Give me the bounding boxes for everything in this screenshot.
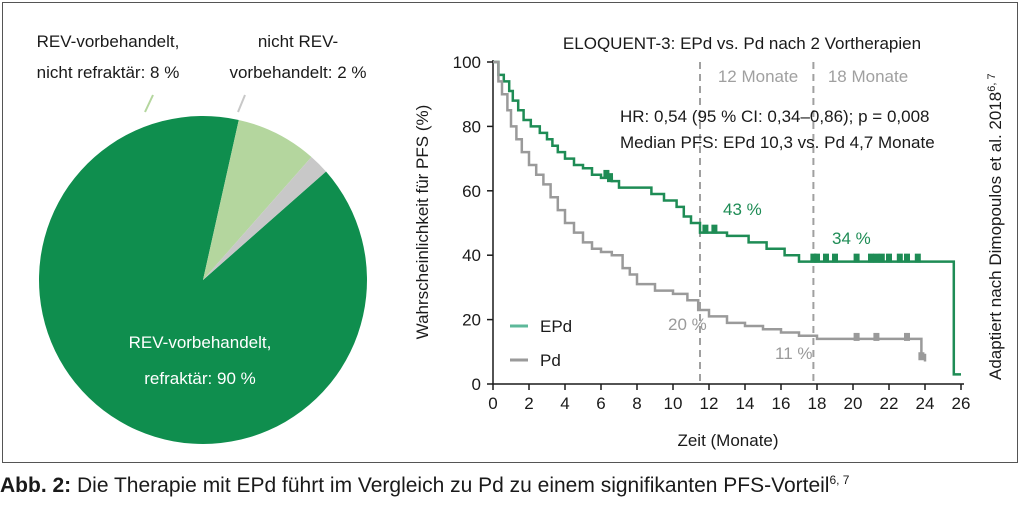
km-x-tick-label: 10 [664,394,683,413]
caption-sup: 6, 7 [829,473,850,487]
km-censor-epd [702,224,709,234]
km-censor-epd [711,224,718,234]
km-x-tick-label: 24 [916,394,935,413]
pie-slice-not-pretreated [203,156,327,280]
pie-label-not-refractory-line1: REV-vorbehandelt, [37,32,180,51]
km-epd-12-label: 43 % [723,200,762,219]
km-x-tick-label: 22 [880,394,899,413]
km-x-tick-label: 4 [560,394,569,413]
km-censor-epd [886,253,892,263]
pie-label-refractory-line2: refraktär: 90 % [144,369,256,388]
km-censor-epd [873,253,880,263]
km-x-tick-label: 6 [596,394,605,413]
pie-leader-not-refractory [144,94,154,113]
km-y-tick-label: 60 [462,182,481,201]
km-y-tick-label: 20 [462,311,481,330]
km-x-tick-label: 18 [808,394,827,413]
km-censor-epd [603,169,610,179]
km-x-tick-label: 2 [524,394,533,413]
km-censor-pd [873,332,880,341]
pie-chart [39,115,367,444]
km-pd-18-label: 11 % [775,344,813,363]
km-x-tick-label: 20 [844,394,863,413]
km-curves [493,60,961,376]
km-y-tick-label: 100 [453,53,481,72]
caption-text: Die Therapie mit EPd führt im Vergleich … [71,474,830,497]
km-x-tick-label: 26 [952,394,971,413]
legend-pd-label: Pd [540,351,561,370]
km-censor-pd [904,332,910,341]
km-censor-epd [868,253,874,263]
km-pd-12-label: 20 % [668,315,707,334]
km-censor-epd [896,253,903,263]
km-stats-median: Median PFS: EPd 10,3 vs. Pd 4,7 Monate [620,133,935,152]
km-censor-epd [823,253,829,263]
pie-label-not-refractory-line2: nicht refraktär: 8 % [37,63,180,82]
km-x-tick-label: 14 [736,394,755,413]
caption-prefix: Abb. 2: [0,474,72,497]
figure-frame [2,2,1018,463]
km-x-tick-label: 12 [700,394,719,413]
pie-label-not-pretreated-line1: nicht REV- [258,32,338,51]
pie-label-refractory-line1: REV-vorbehandelt, [129,333,272,352]
km-censor-epd [814,253,820,263]
km-censor-epd [607,173,613,183]
km-title: ELOQUENT-3: EPd vs. Pd nach 2 Vortherapi… [563,34,921,53]
source-note: Adaptiert nach Dimopoulos et al. 20186, … [986,73,1005,380]
km-x-tick-label: 8 [632,394,641,413]
km-censor-epd [853,253,860,263]
legend-epd-label: EPd [540,317,572,336]
km-x-axis-label: Zeit (Monate) [677,431,778,450]
km-censor-epd [810,253,817,263]
km-epd-18-label: 34 % [832,229,871,248]
km-censor-pd [918,352,925,361]
km-x-tick-label: 0 [488,394,497,413]
km-curve-pd [493,60,927,362]
pie-slice-refractory [39,115,367,444]
km-censor-epd [832,253,838,263]
km-censor-epd [904,253,910,263]
figure-canvas: REV-vorbehandelt, nicht refraktär: 8 % n… [37,32,1005,450]
pie-slice-not-refractory [203,119,312,280]
km-censor-epd [878,253,885,263]
km-y-tick-label: 80 [462,117,481,136]
km-milestone-18-label: 18 Monate [828,67,908,86]
km-stats-hr: HR: 0,54 (95 % CI: 0,34–0,86); p = 0,008 [620,107,930,126]
km-milestone-12-label: 12 Monate [718,67,798,86]
km-y-tick-label: 0 [472,375,481,394]
km-y-axis-label: Wahrscheinlichkeit für PFS (%) [413,105,432,340]
figure-caption: Abb. 2: Die Therapie mit EPd führt im Ve… [0,473,849,498]
km-x-tick-label: 16 [772,394,791,413]
pie-label-not-pretreated-line2: vorbehandelt: 2 % [229,63,366,82]
km-censor-pd [853,332,860,341]
km-censor-epd [914,253,921,263]
km-y-tick-label: 40 [462,246,481,265]
pie-leader-not-pretreated [237,94,246,113]
